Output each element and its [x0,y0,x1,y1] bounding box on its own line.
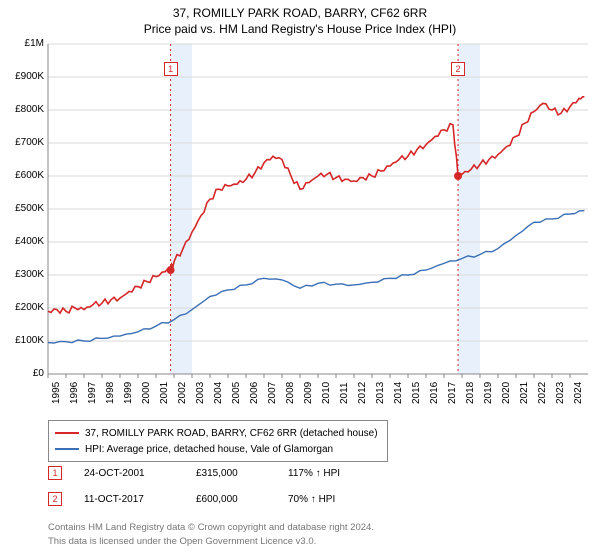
up-arrow-icon: ↑ [311,494,316,505]
footer-line-1: Contains HM Land Registry data © Crown c… [48,522,374,533]
legend-item: 37, ROMILLY PARK ROAD, BARRY, CF62 6RR (… [55,425,381,441]
legend-swatch [55,432,79,434]
legend: 37, ROMILLY PARK ROAD, BARRY, CF62 6RR (… [48,420,388,462]
series-hpi-line [48,211,584,343]
up-arrow-icon: ↑ [316,468,321,479]
transaction-marker-label: 2 [451,62,465,76]
transaction-row: 2 11-OCT-2017 £600,000 70% ↑ HPI [48,492,335,506]
transaction-hpi-delta: 70% ↑ HPI [288,494,335,505]
transaction-marker-dot [167,266,175,274]
transaction-price: £600,000 [196,494,266,505]
transaction-date: 11-OCT-2017 [84,494,174,505]
transaction-date: 24-OCT-2001 [84,468,174,479]
transaction-row-marker: 1 [48,466,62,480]
transaction-marker-label: 1 [164,62,178,76]
transaction-price: £315,000 [196,468,266,479]
transaction-row-marker: 2 [48,492,62,506]
legend-text: 37, ROMILLY PARK ROAD, BARRY, CF62 6RR (… [85,428,378,439]
footer-line-2: This data is licensed under the Open Gov… [48,536,316,547]
series-property-line [48,97,584,313]
legend-item: HPI: Average price, detached house, Vale… [55,441,381,457]
legend-text: HPI: Average price, detached house, Vale… [85,444,333,455]
transaction-marker-dot [454,172,462,180]
transaction-hpi-delta: 117% ↑ HPI [288,468,340,479]
legend-swatch [55,448,79,450]
transaction-row: 1 24-OCT-2001 £315,000 117% ↑ HPI [48,466,340,480]
